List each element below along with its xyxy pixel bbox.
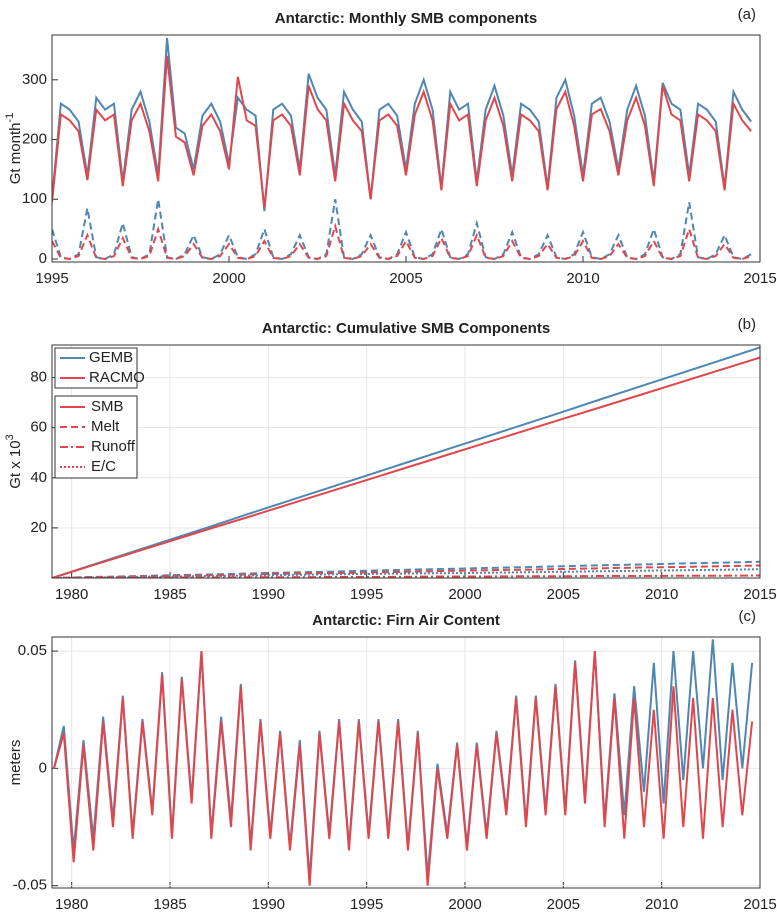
axes-frame bbox=[51, 636, 761, 889]
x-tick-label: 2005 bbox=[547, 896, 580, 913]
y-axis-label: Gt x 103 bbox=[4, 434, 24, 488]
x-tick-label: 1995 bbox=[350, 896, 383, 913]
series-line bbox=[53, 651, 754, 886]
series-line bbox=[52, 222, 752, 261]
y-axis-label-text: Gt month bbox=[7, 123, 24, 185]
series-line bbox=[52, 37, 752, 212]
x-tick-label: 2000 bbox=[448, 896, 481, 913]
series-line bbox=[52, 55, 752, 209]
chart-title: Antarctic: Monthly SMB components bbox=[275, 10, 538, 27]
x-tick-label: 1990 bbox=[252, 586, 285, 603]
y-axis-label: Gt month-1 bbox=[4, 113, 24, 184]
y-tick-label: 0 bbox=[39, 759, 47, 776]
legend-label: GEMB bbox=[89, 349, 133, 366]
chart-title: Antarctic: Cumulative SMB Components bbox=[262, 320, 550, 337]
y-tick-label: 300 bbox=[22, 71, 47, 88]
x-tick-label: 2015 bbox=[743, 270, 776, 287]
legend-label: SMB bbox=[91, 398, 124, 415]
x-tick-label: 2010 bbox=[645, 896, 678, 913]
y-tick-label: -0.05 bbox=[13, 877, 47, 894]
series-line bbox=[52, 346, 760, 578]
legend-label: RACMO bbox=[89, 369, 145, 386]
legend-label: Runoff bbox=[91, 438, 136, 455]
legend-label: E/C bbox=[91, 458, 116, 475]
axes-frame bbox=[51, 34, 761, 263]
x-tick-label: 1995 bbox=[35, 270, 68, 287]
legend-label: Melt bbox=[91, 418, 120, 435]
y-tick-label: 80 bbox=[30, 369, 47, 386]
y-tick-label: 60 bbox=[30, 419, 47, 436]
x-tick-label: 1980 bbox=[55, 896, 88, 913]
x-tick-label: 2015 bbox=[743, 896, 776, 913]
x-tick-label: 1985 bbox=[153, 896, 186, 913]
series-line bbox=[52, 356, 760, 578]
y-tick-label: 100 bbox=[22, 190, 47, 207]
y-axis-label-text: Gt x 10 bbox=[7, 440, 24, 488]
panel-label: (c) bbox=[739, 608, 757, 625]
y-tick-label: 20 bbox=[30, 519, 47, 536]
y-axis-label-sup: -1 bbox=[4, 113, 16, 123]
legend-box bbox=[54, 347, 138, 389]
y-tick-label: 200 bbox=[22, 131, 47, 148]
chart-title: Antarctic: Firn Air Content bbox=[312, 612, 500, 629]
x-tick-label: 1985 bbox=[153, 586, 186, 603]
x-tick-label: 2015 bbox=[743, 586, 776, 603]
panel-label: (b) bbox=[738, 316, 756, 333]
x-tick-label: 2000 bbox=[448, 586, 481, 603]
x-tick-label: 2010 bbox=[566, 270, 599, 287]
y-tick-label: 40 bbox=[30, 469, 47, 486]
x-tick-label: 1980 bbox=[55, 586, 88, 603]
x-tick-label: 2010 bbox=[645, 586, 678, 603]
panel-label: (a) bbox=[738, 6, 756, 23]
series-line bbox=[52, 560, 760, 578]
legend-box bbox=[54, 395, 138, 479]
y-axis-label-text: meters bbox=[7, 740, 24, 786]
axes-frame bbox=[51, 344, 761, 579]
x-tick-label: 1995 bbox=[350, 586, 383, 603]
series-line bbox=[52, 564, 760, 578]
y-axis-label: meters bbox=[7, 740, 24, 786]
x-tick-label: 2005 bbox=[389, 270, 422, 287]
y-tick-label: 0.05 bbox=[18, 642, 47, 659]
x-tick-label: 2000 bbox=[212, 270, 245, 287]
y-tick-label: 0 bbox=[39, 250, 47, 267]
x-tick-label: 2005 bbox=[547, 586, 580, 603]
y-axis-label-sup: 3 bbox=[4, 434, 16, 440]
x-tick-label: 1990 bbox=[252, 896, 285, 913]
